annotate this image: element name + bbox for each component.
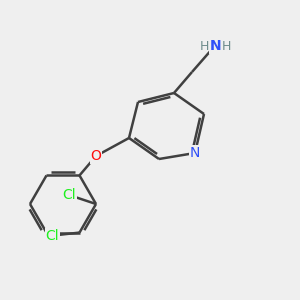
- Text: N: N: [190, 146, 200, 160]
- Text: H: H: [221, 40, 231, 53]
- Text: N: N: [210, 40, 221, 53]
- Text: H: H: [200, 40, 209, 53]
- Text: O: O: [91, 149, 101, 163]
- Text: Cl: Cl: [62, 188, 76, 202]
- Text: Cl: Cl: [46, 229, 59, 243]
